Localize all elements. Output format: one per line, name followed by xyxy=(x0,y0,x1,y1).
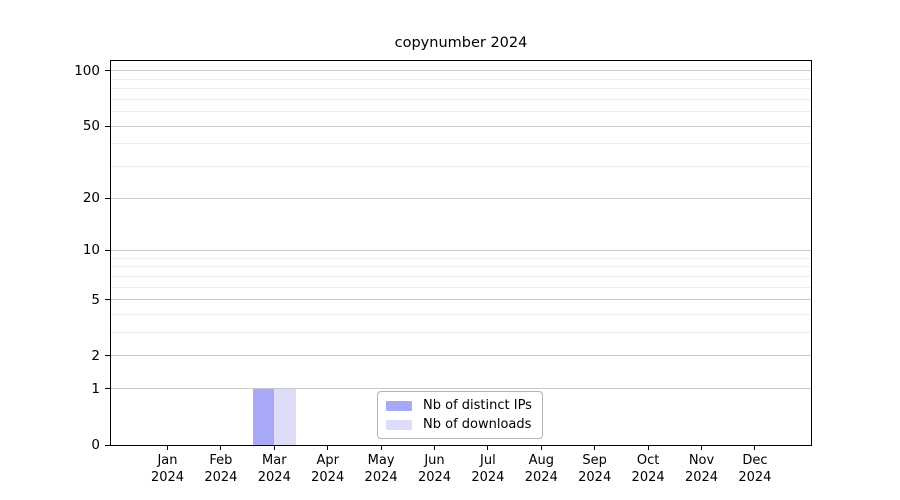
x-tick xyxy=(220,445,222,450)
y-tick xyxy=(105,249,111,251)
x-tick-label: Jun 2024 xyxy=(417,453,452,485)
x-tick xyxy=(647,445,649,450)
y-tick-label: 20 xyxy=(82,190,100,207)
y-tick xyxy=(105,125,111,127)
y-gridline-minor xyxy=(111,165,811,167)
legend-swatch-distinct-ips xyxy=(386,400,412,411)
x-tick-label: Aug 2024 xyxy=(524,453,558,485)
y-gridline-major xyxy=(111,299,811,301)
y-gridline-major xyxy=(111,125,811,127)
y-tick-label: 0 xyxy=(91,437,100,453)
y-tick-label: 1 xyxy=(91,380,100,397)
legend-item-downloads: Nb of downloads xyxy=(386,417,532,432)
y-gridline-major xyxy=(111,388,811,390)
legend-label-distinct-ips: Nb of distinct IPs xyxy=(423,398,532,413)
y-tick xyxy=(105,70,111,72)
plot-area: 0 1 2 5 10 20 50 100 Jan 2024 Feb 2024 Mar 2024 Apr 202… xyxy=(74,60,812,485)
x-tick xyxy=(594,445,596,450)
x-tick-label: Mar 2024 xyxy=(257,453,291,485)
y-tick xyxy=(105,388,111,390)
y-tick-label: 10 xyxy=(82,242,100,259)
y-gridline-minor xyxy=(111,88,811,90)
bar-downloads xyxy=(274,388,296,445)
y-gridline-minor xyxy=(111,286,811,288)
x-tick xyxy=(701,445,702,450)
x-tick-label: Nov 2024 xyxy=(684,453,719,485)
x-tick xyxy=(327,445,329,450)
y-gridline-minor xyxy=(111,332,811,334)
legend-label-downloads: Nb of downloads xyxy=(423,417,532,432)
y-gridline-minor xyxy=(111,111,811,113)
x-tick-label: May 2024 xyxy=(364,453,398,485)
y-tick-label: 5 xyxy=(91,291,100,308)
legend-swatch-downloads xyxy=(386,419,412,430)
y-tick xyxy=(105,299,111,301)
x-tick-label: Oct 2024 xyxy=(631,453,665,485)
y-gridline-major xyxy=(111,355,811,357)
chart-title: copynumber 2024 xyxy=(394,35,528,51)
y-tick xyxy=(105,355,111,357)
y-tick xyxy=(105,444,111,446)
x-tick-label: Apr 2024 xyxy=(311,453,345,485)
y-gridline-major xyxy=(111,197,811,199)
x-tick-label: Jul 2024 xyxy=(471,453,505,485)
x-tick-label: Feb 2024 xyxy=(204,453,238,485)
y-gridline-minor xyxy=(111,257,811,259)
x-tick xyxy=(487,445,489,450)
y-gridline-major xyxy=(111,70,811,72)
x-tick-label: Sep 2024 xyxy=(578,453,612,485)
y-gridline-minor xyxy=(111,275,811,277)
x-tick xyxy=(754,445,756,450)
y-tick-label: 50 xyxy=(82,118,100,135)
legend: Nb of distinct IPs Nb of downloads xyxy=(377,391,543,439)
y-gridline-minor xyxy=(111,143,811,145)
y-gridline-minor xyxy=(111,98,811,100)
legend-item-distinct-ips: Nb of distinct IPs xyxy=(386,398,532,413)
x-tick xyxy=(540,445,542,450)
bar-distinct-ips xyxy=(252,388,275,445)
y-gridline-minor xyxy=(111,313,811,315)
x-tick xyxy=(167,445,168,450)
x-tick-label: Dec 2024 xyxy=(738,453,772,485)
y-tick-label: 100 xyxy=(74,62,100,79)
y-gridline-minor xyxy=(111,78,811,80)
x-tick-label: Jan 2024 xyxy=(150,453,185,485)
y-tick-label: 2 xyxy=(91,347,100,364)
x-tick xyxy=(434,445,435,450)
x-tick xyxy=(380,445,382,450)
y-gridline-minor xyxy=(111,266,811,268)
x-tick xyxy=(273,445,275,450)
y-tick xyxy=(105,197,111,199)
y-gridline-major xyxy=(111,249,811,251)
